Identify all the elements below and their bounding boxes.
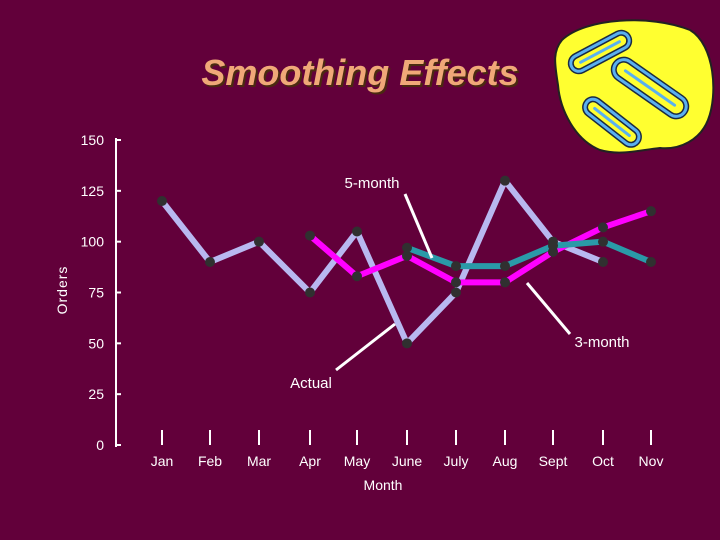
- data-point-actual: [205, 257, 215, 267]
- data-point-5-month: [402, 242, 412, 253]
- x-tick-label: Sept: [539, 453, 568, 469]
- y-tick-label: 0: [96, 437, 104, 453]
- data-point-actual: [598, 257, 608, 267]
- data-point-actual: [500, 175, 510, 186]
- data-point-5-month: [500, 261, 510, 272]
- data-point-actual: [352, 226, 362, 237]
- data-point-3-month: [500, 277, 510, 288]
- y-tick-label: 100: [81, 234, 105, 250]
- data-point-3-month: [305, 230, 315, 241]
- y-axis-label: Orders: [54, 266, 70, 315]
- x-tick-label: June: [392, 453, 423, 469]
- data-point-actual: [254, 236, 264, 247]
- x-tick-label: July: [444, 453, 469, 469]
- x-tick-label: Oct: [592, 453, 614, 469]
- series-line-actual: [159, 177, 606, 347]
- data-point-5-month: [451, 261, 461, 272]
- paperclip-3: [582, 96, 642, 148]
- data-point-3-month: [451, 277, 461, 288]
- slide-title: Smoothing Effects: [201, 52, 519, 93]
- x-tick-label: Mar: [247, 453, 271, 469]
- data-point-5-month: [548, 240, 558, 251]
- data-point-3-month: [646, 206, 656, 217]
- paperclip-1: [567, 29, 633, 75]
- callout-label: 3-month: [574, 334, 629, 351]
- data-point-5-month: [646, 257, 656, 267]
- data-point-actual: [402, 338, 412, 349]
- callout-label: 5-month: [344, 175, 399, 192]
- data-point-actual: [305, 287, 315, 298]
- y-tick-label: 150: [81, 132, 105, 148]
- series-line-5-month: [404, 238, 654, 270]
- y-tick-label: 75: [88, 285, 104, 301]
- x-tick-label: Apr: [299, 453, 321, 469]
- y-tick-label: 125: [81, 183, 105, 199]
- paperclip-2: [610, 56, 690, 120]
- callout-leader-line: [525, 282, 572, 335]
- x-tick-label: Aug: [493, 453, 518, 469]
- y-tick-label: 50: [88, 335, 104, 351]
- data-point-3-month: [402, 250, 412, 261]
- y-tick-label: 25: [88, 386, 104, 402]
- data-point-3-month: [352, 271, 362, 282]
- x-tick-label: Jan: [151, 453, 174, 469]
- x-tick-label: Feb: [198, 453, 222, 469]
- series-line-3-month: [307, 208, 654, 286]
- callout-label: Actual: [290, 375, 332, 392]
- x-axis-label: Month: [364, 477, 403, 493]
- data-point-actual: [157, 196, 167, 206]
- x-tick-label: Nov: [639, 453, 664, 469]
- callout-leader-line: [403, 193, 434, 259]
- data-point-actual: [451, 287, 461, 298]
- callout-leader-line: [335, 322, 396, 372]
- data-point-3-month: [598, 222, 608, 233]
- x-tick-label: May: [344, 453, 370, 469]
- data-point-5-month: [598, 236, 608, 247]
